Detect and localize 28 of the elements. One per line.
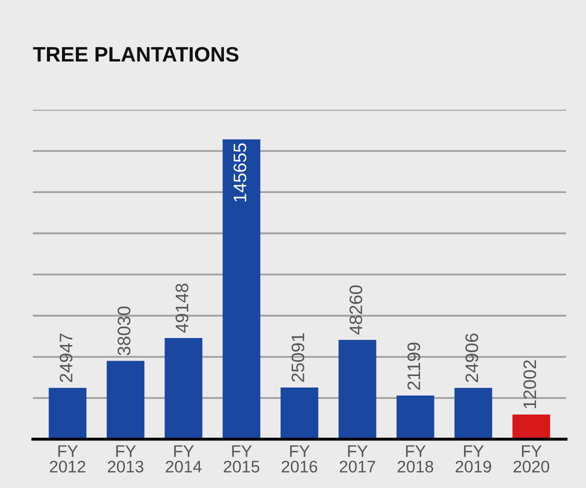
x-tick-label: FY 2017 (340, 445, 376, 473)
bar (338, 340, 376, 440)
data-label: 145655 (234, 143, 246, 202)
x-tick-label: FY 2018 (398, 445, 434, 473)
bar (512, 414, 550, 440)
bar (106, 360, 144, 440)
data-label: 24947 (60, 334, 72, 382)
bar (164, 338, 202, 440)
x-tick-label: FY 2012 (50, 445, 86, 473)
x-tick-label: FY 2019 (456, 445, 492, 473)
x-tick-label: FY 2016 (282, 445, 318, 473)
chart-title: TREE PLANTATIONS (33, 46, 238, 62)
bar (222, 139, 260, 440)
bar (48, 388, 86, 440)
x-tick-label: FY 2013 (108, 445, 144, 473)
bar (280, 388, 318, 440)
bar (454, 388, 492, 440)
x-tick-label: FY 2020 (514, 445, 550, 473)
x-tick-label: FY 2014 (166, 445, 202, 473)
data-label: 24906 (465, 334, 478, 382)
data-label: 21199 (407, 342, 420, 390)
data-label: 38030 (118, 306, 130, 356)
data-label: 48260 (349, 285, 362, 334)
bar (396, 396, 434, 440)
data-label: 25091 (292, 333, 304, 382)
data-label: 49148 (176, 284, 188, 333)
data-label: 12002 (523, 360, 536, 408)
x-tick-label: FY 2015 (224, 445, 260, 473)
